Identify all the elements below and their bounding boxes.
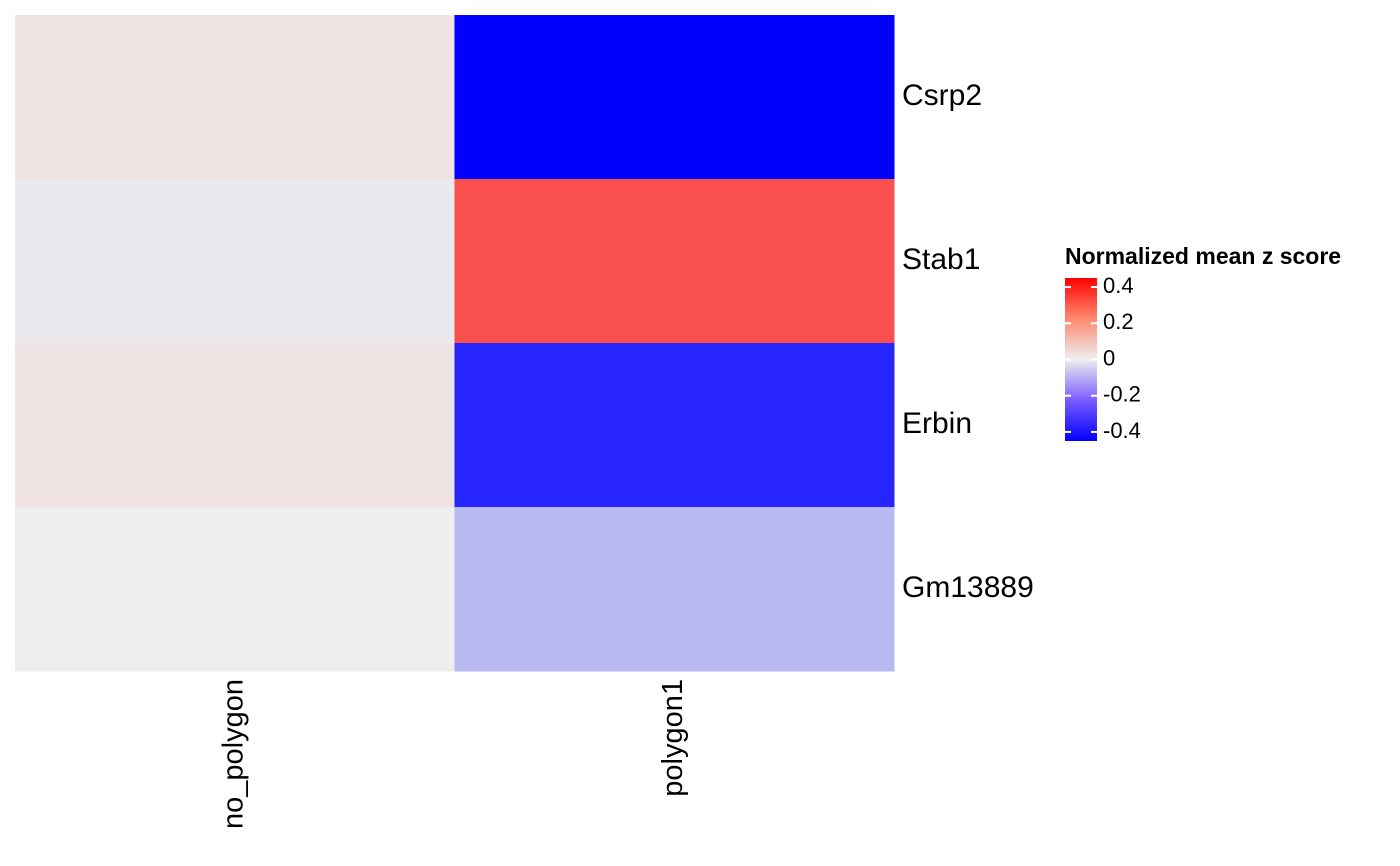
heatmap-cell-stab1-polygon1 bbox=[454, 179, 895, 344]
heatmap-cells bbox=[15, 15, 895, 672]
row-label-erbin: Erbin bbox=[902, 407, 972, 440]
legend-tick-label: 0.2 bbox=[1103, 309, 1134, 334]
row-label-csrp2: Csrp2 bbox=[902, 79, 982, 112]
legend-tick-label: 0 bbox=[1103, 345, 1115, 370]
heatmap-cell-gm13889-no-polygon bbox=[15, 507, 455, 672]
heatmap-cell-stab1-no-polygon bbox=[15, 179, 455, 344]
color-legend: Normalized mean z score 0.4 0.2 0 -0.2 -0.4 bbox=[1065, 243, 1341, 443]
legend-title: Normalized mean z score bbox=[1065, 243, 1341, 269]
heatmap-cell-erbin-no-polygon bbox=[15, 343, 455, 508]
heatmap-cell-csrp2-no-polygon bbox=[15, 15, 455, 180]
heatmap-cell-csrp2-polygon1 bbox=[454, 15, 895, 180]
column-labels: no_polygon polygon1 bbox=[217, 679, 689, 829]
heatmap-cell-erbin-polygon1 bbox=[454, 343, 895, 508]
legend-tick-label: -0.2 bbox=[1103, 382, 1141, 407]
column-label-no-polygon: no_polygon bbox=[217, 679, 249, 829]
row-labels: Csrp2 Stab1 Erbin Gm13889 bbox=[902, 79, 1034, 604]
row-label-gm13889: Gm13889 bbox=[902, 571, 1034, 604]
heatmap-cell-gm13889-polygon1 bbox=[454, 507, 895, 672]
row-label-stab1: Stab1 bbox=[902, 243, 980, 276]
legend-tick-label: -0.4 bbox=[1103, 418, 1141, 443]
column-label-polygon1: polygon1 bbox=[657, 679, 689, 797]
legend-ticks: 0.4 0.2 0 -0.2 -0.4 bbox=[1065, 273, 1141, 443]
legend-tick-label: 0.4 bbox=[1103, 273, 1134, 298]
